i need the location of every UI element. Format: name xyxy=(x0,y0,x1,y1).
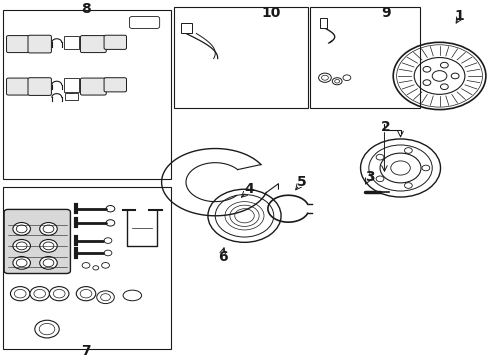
Circle shape xyxy=(13,239,30,252)
Bar xyxy=(3,188,171,348)
Bar xyxy=(320,18,327,28)
FancyBboxPatch shape xyxy=(4,210,70,274)
Text: 4: 4 xyxy=(244,182,254,196)
Circle shape xyxy=(40,239,57,252)
Text: 10: 10 xyxy=(261,6,281,20)
FancyBboxPatch shape xyxy=(104,78,126,92)
Circle shape xyxy=(10,287,30,301)
FancyBboxPatch shape xyxy=(28,35,51,53)
Text: 7: 7 xyxy=(81,345,91,359)
Text: 3: 3 xyxy=(365,170,374,184)
Text: 6: 6 xyxy=(217,249,227,264)
Text: 9: 9 xyxy=(380,6,390,20)
Bar xyxy=(310,7,419,108)
Circle shape xyxy=(13,257,30,269)
Bar xyxy=(63,78,79,91)
Text: 1: 1 xyxy=(453,9,463,23)
Circle shape xyxy=(30,287,49,301)
FancyBboxPatch shape xyxy=(6,36,29,53)
Circle shape xyxy=(13,222,30,235)
Text: 2: 2 xyxy=(380,120,390,134)
FancyBboxPatch shape xyxy=(129,17,159,28)
Circle shape xyxy=(40,257,57,269)
Circle shape xyxy=(40,222,57,235)
Circle shape xyxy=(49,287,69,301)
Text: 8: 8 xyxy=(81,3,91,17)
Bar xyxy=(3,10,171,179)
FancyBboxPatch shape xyxy=(80,78,106,95)
Ellipse shape xyxy=(123,290,142,301)
Bar xyxy=(64,93,78,100)
FancyBboxPatch shape xyxy=(6,78,29,95)
FancyBboxPatch shape xyxy=(104,35,126,49)
Text: 5: 5 xyxy=(297,175,306,189)
Bar xyxy=(63,36,79,49)
FancyBboxPatch shape xyxy=(28,78,51,95)
FancyBboxPatch shape xyxy=(80,36,106,53)
Bar xyxy=(173,7,307,108)
Bar xyxy=(181,23,191,33)
Circle shape xyxy=(76,287,96,301)
